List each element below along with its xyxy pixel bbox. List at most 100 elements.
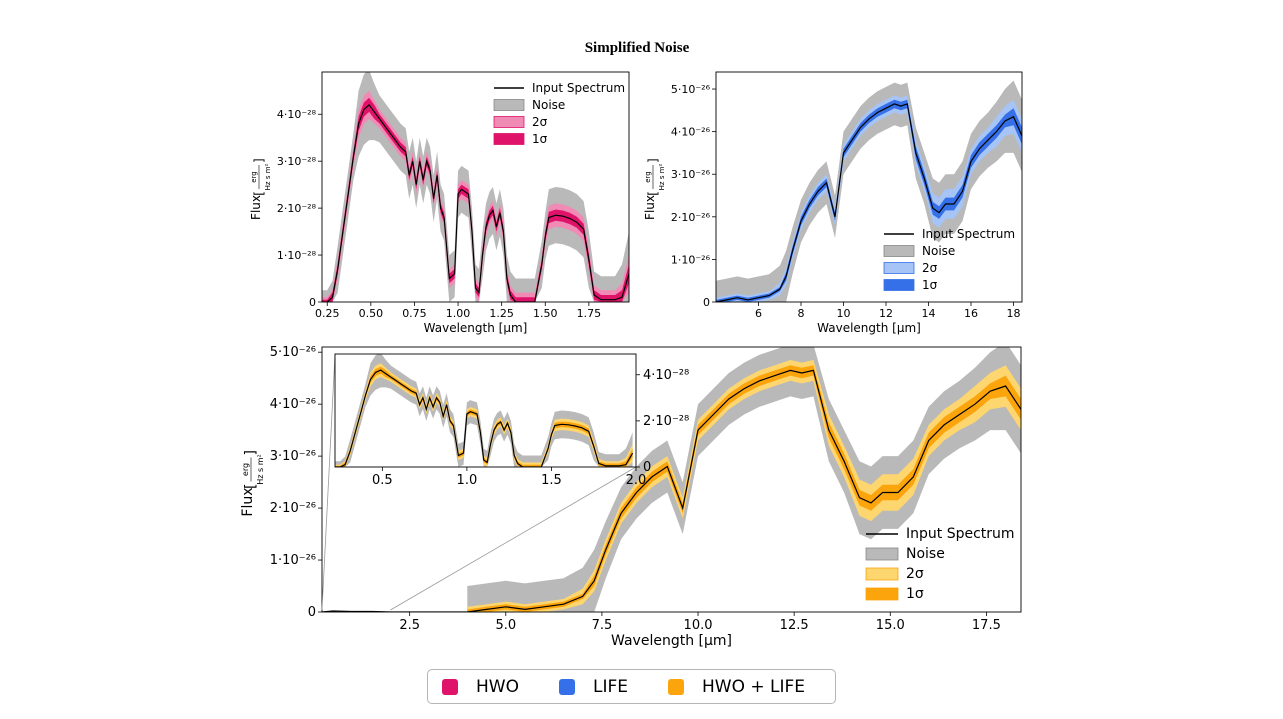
inset-ytick-label: 2·10⁻²⁸ [643,414,689,429]
source-legend-hwo: HWO [442,677,519,697]
life-input-spectrum-line [716,103,1022,302]
hwo-ylabel-bracket-close: ] [252,158,266,163]
hwo-legend-label: Noise [532,98,565,112]
life-xtick-label: 18 [1007,307,1021,320]
hwo-input-spectrum-line [322,104,629,302]
combined-legend-swatch [865,547,899,561]
combined-ylabel: Flux erg Hz s m²[] [240,450,265,517]
combined-xlabel: Wavelength [μm] [611,633,732,649]
combined-legend-swatch [865,567,899,581]
life-frame [715,71,1023,303]
combined-xtick-label: 10.0 [684,618,713,633]
life-ytick-label: 4·10⁻²⁶ [671,126,711,139]
hwo-ytick-label: 2·10⁻²⁸ [277,202,317,215]
hwo-ylabel: Flux erg Hz s m²[] [249,158,272,220]
hwo-legend-swatch [493,116,525,128]
life-swatch [558,678,575,695]
hwo-legend: Input Spectrum Noise 2σ 1σ [493,81,625,146]
source-legend: HWO LIFE HWO + LIFE [427,669,836,704]
life-legend-swatch [883,262,915,274]
life-xtick-label: 6 [755,307,762,320]
life-ylabel-unit-num: erg [644,171,652,183]
panel-inset: 0.5 1.0 1.5 2.00 2·10⁻²⁸ 4·10⁻²⁸ [334,353,689,488]
hwo-xtick-label: 1.50 [533,307,558,320]
inset-xtick-label: 1.5 [541,473,562,488]
hwo-ytick-label: 4·10⁻²⁸ [277,108,317,121]
life-xlabel: Wavelength [μm] [817,321,921,335]
hwo-plot-area [322,72,629,302]
life-legend-label: 2σ [922,261,938,275]
life-ylabel-bracket-open: [ [646,191,660,196]
combined-legend: Input Spectrum Noise 2σ 1σ [865,526,1015,602]
life-xtick-label: 12 [879,307,893,320]
combined-ytick-label: 4·10⁻²⁶ [270,397,316,412]
hwo-ytick-label: 1·10⁻²⁸ [277,249,317,262]
hwo-ylabel-unit-den: Hz s m² [264,163,272,190]
hwo-frame [321,71,630,303]
inset-noise-band [335,354,633,467]
hwo-legend-label: Input Spectrum [532,81,625,95]
hwo-1sigma-band [322,97,629,302]
combined-swatch [668,678,684,695]
panel-life: 6 8 10 12 14 16 18 0 1·10⁻²⁶ 2·10⁻²⁶ 3·10⁻²⁶ 4·10⁻²… [643,71,1023,335]
panel-hwo: 0.25 0.50 0.75 1.00 1.25 1.50 1.75 0 1·10⁻²⁸ 2·10… [249,71,630,335]
combined-ylabel-unit-den: Hz s m² [256,454,265,484]
hwo-ytick-label: 3·10⁻²⁸ [277,155,317,168]
life-label: LIFE [592,676,628,697]
hwo-xtick-label: 0.75 [402,307,427,320]
life-xtick-label: 10 [837,307,851,320]
combined-ytick-label: 2·10⁻²⁶ [270,501,316,516]
combined-ytick-label: 1·10⁻²⁶ [270,553,316,568]
combined-legend-label: Input Spectrum [906,526,1015,542]
zoom-connector-right [390,466,637,611]
combined-xtick-label: 15.0 [876,618,905,633]
combined-ytick-label: 5·10⁻²⁶ [270,345,316,360]
zoom-connector-left [321,353,336,611]
combined-ylabel-bracket-open: [ [243,484,259,489]
figure-title: Simplified Noise [585,40,690,56]
hwo-label: HWO [476,676,519,697]
inset-1sigma-band [335,366,633,467]
combined-xtick-label: 17.5 [972,618,1001,633]
hwo-ylabel-bracket-open: [ [252,191,266,196]
inset-xtick-label: 2.0 [626,473,647,488]
life-plot-area [716,80,1022,302]
combined-ytick-label: 3·10⁻²⁶ [270,449,316,464]
hwo-ylabel-text: Flux [249,195,263,220]
hwo-legend-swatch [493,99,525,111]
inset-input-spectrum-line [335,369,634,467]
life-ylabel: Flux erg Hz s m²[] [643,158,666,220]
hwo-xtick-label: 1.00 [446,307,471,320]
hwo-xtick-label: 1.75 [577,307,602,320]
inset-ytick-label: 0 [643,460,651,475]
life-ytick-label: 0 [703,296,710,309]
combined-legend-swatch [865,587,899,601]
hwo-swatch [442,678,458,695]
combined-legend-label: Noise [906,546,945,562]
hwo-noise-band [322,72,629,302]
inset-plot-area [335,354,634,467]
combined-xtick-label: 5.0 [495,618,516,633]
hwo-legend-label: 1σ [532,132,548,146]
life-legend-swatch [883,245,915,257]
hwo-legend-swatch [493,133,525,145]
life-ytick-label: 5·10⁻²⁶ [671,83,711,96]
life-legend-swatch [883,279,915,291]
life-ytick-label: 1·10⁻²⁶ [671,253,711,266]
life-ytick-label: 2·10⁻²⁶ [671,211,711,224]
hwo-xlabel: Wavelength [μm] [424,321,528,335]
life-ytick-label: 3·10⁻²⁶ [671,168,711,181]
life-xtick-label: 8 [798,307,805,320]
life-ylabel-unit-den: Hz s m² [658,163,666,190]
combined-input-spectrum-line [322,369,1021,612]
source-legend-life: LIFE [558,676,628,697]
hwo-legend-label: 2σ [532,115,548,129]
life-legend-label: Input Spectrum [922,227,1015,241]
combined-frame [321,346,1022,613]
hwo-xtick-label: 0.50 [359,307,384,320]
hwo-xtick-label: 1.25 [489,307,514,320]
combined-xtick-label: 7.5 [592,618,613,633]
combined-plot-area [322,347,1021,612]
inset-xtick-label: 0.5 [372,473,393,488]
